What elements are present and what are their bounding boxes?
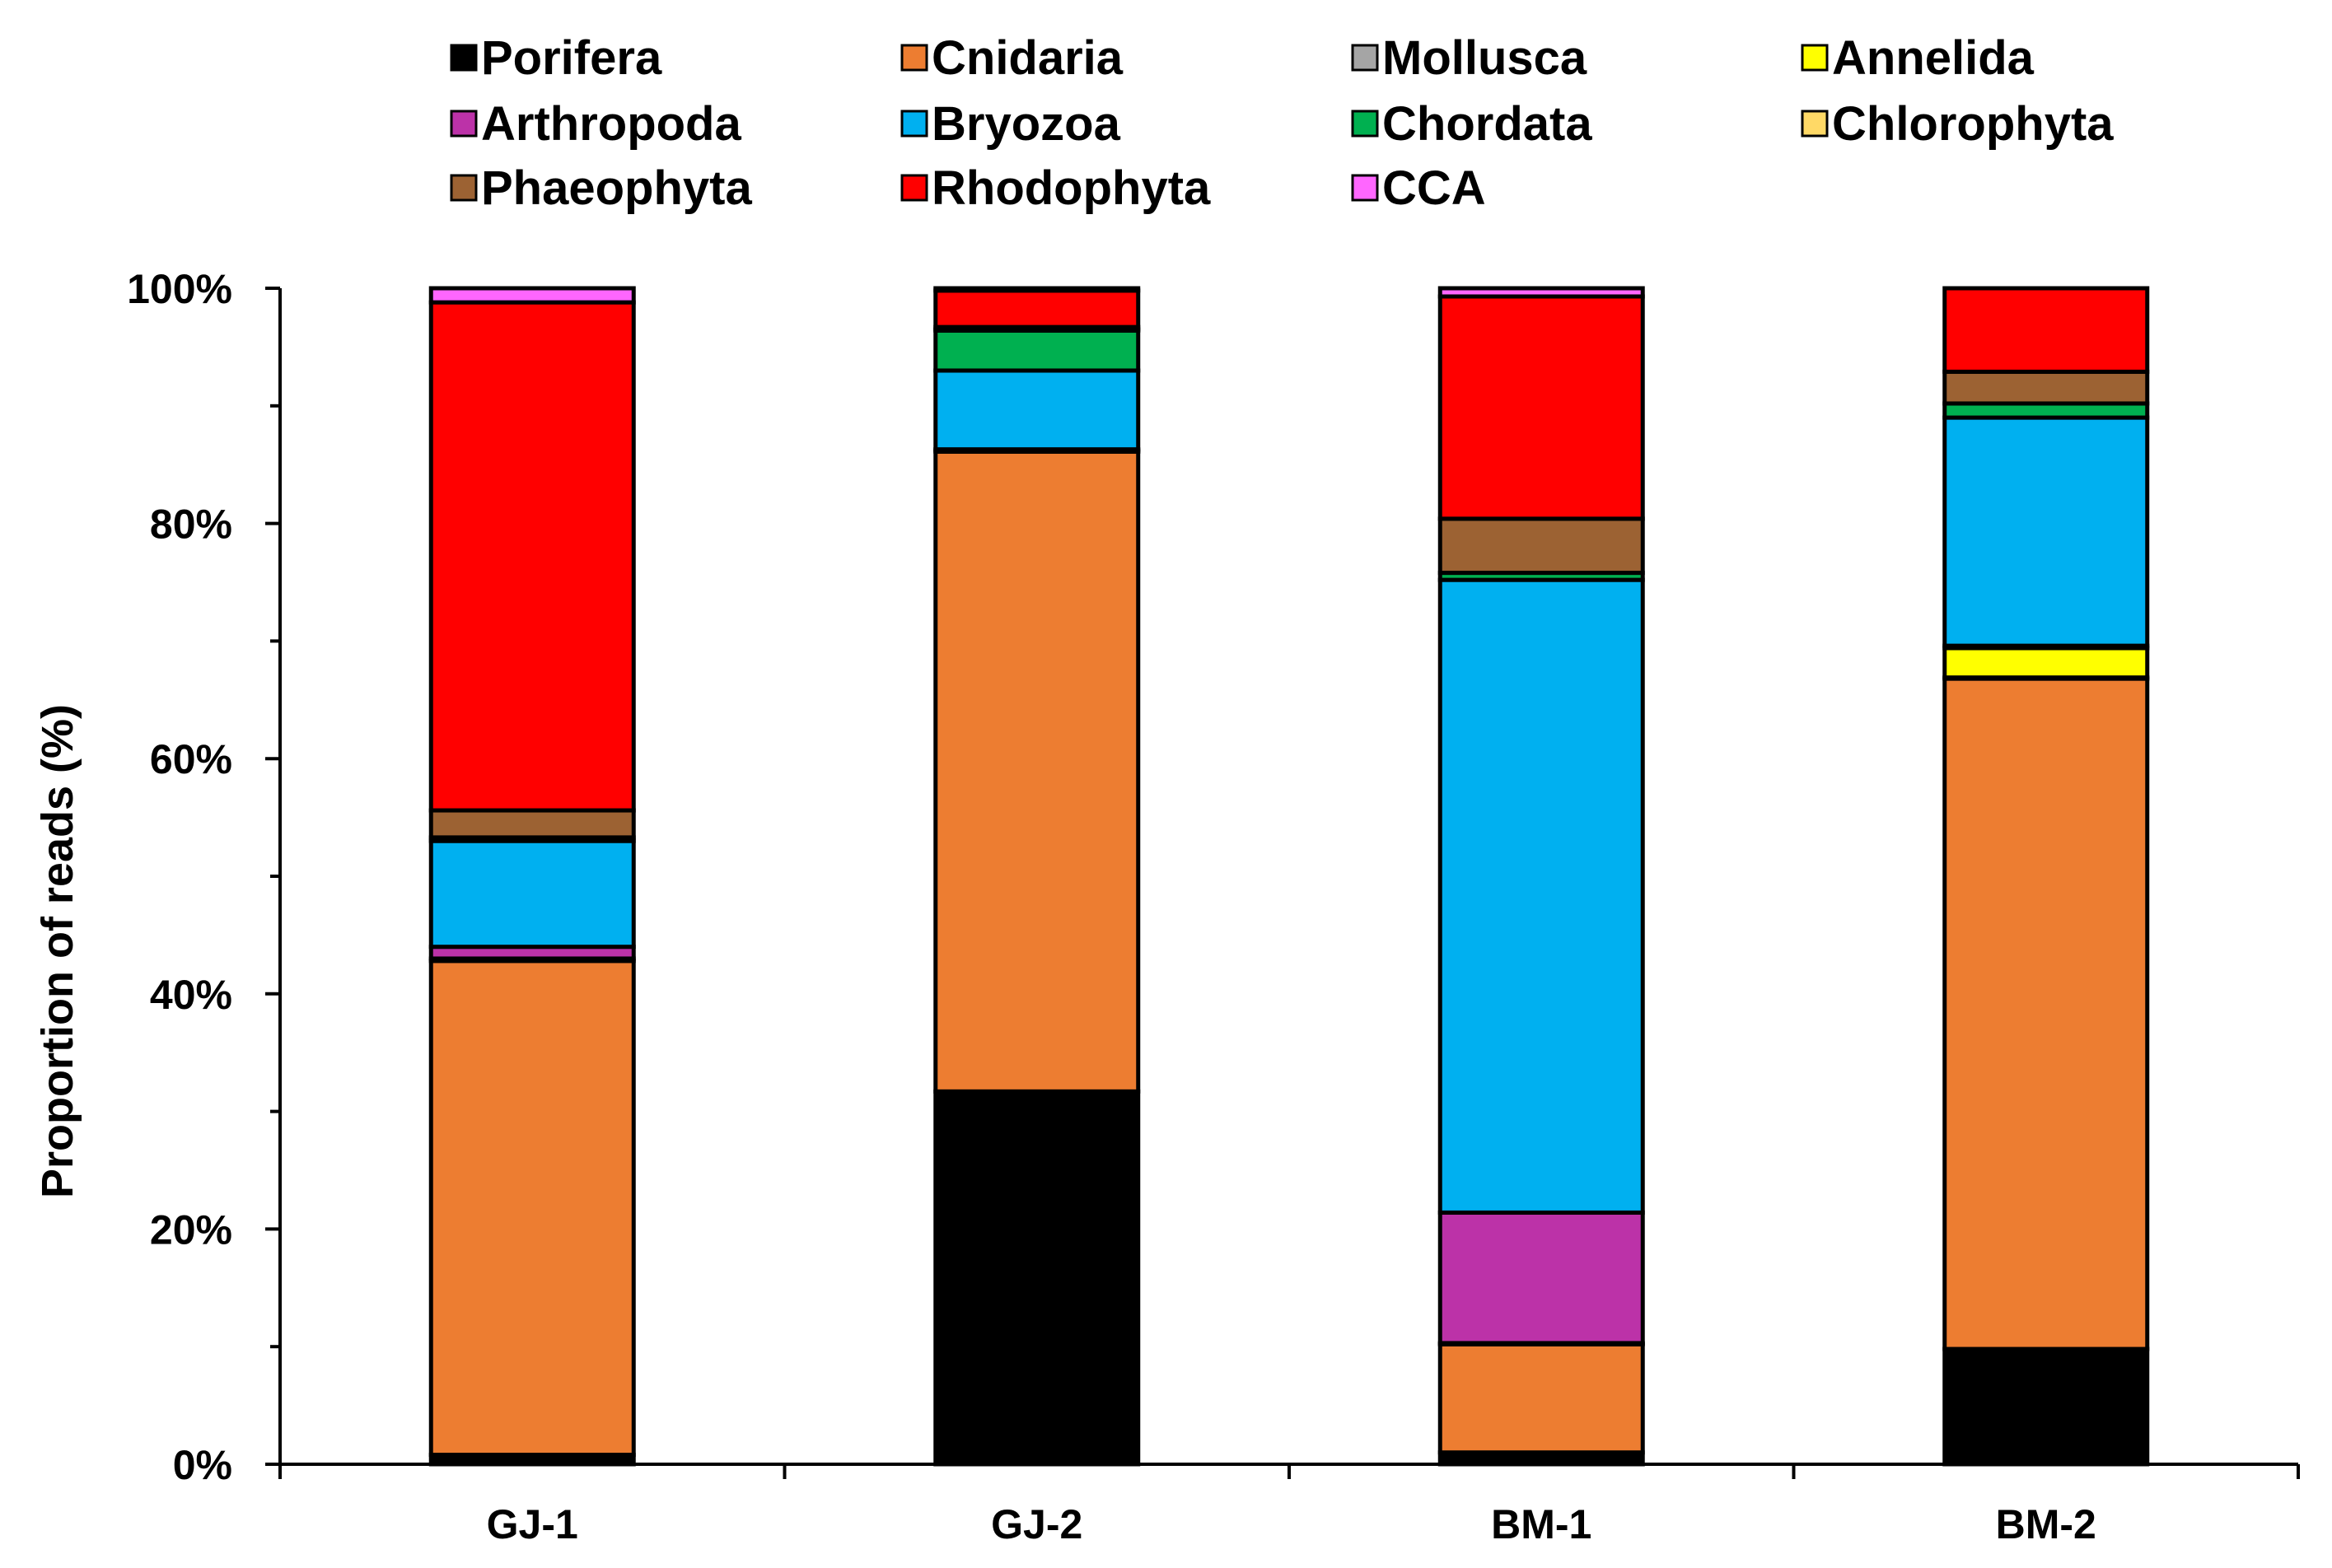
x-tick-label-gj-2: GJ-2 [991, 1501, 1082, 1547]
bar-bm-1-bryozoa [1437, 577, 1645, 1215]
y-tick-label: 60% [150, 736, 232, 782]
legend-label-arthropoda: Arthropoda [481, 97, 741, 151]
legend-swatch-annelida [1801, 44, 1829, 72]
bar-bm-1-phaeophyta [1437, 516, 1645, 576]
bar-gj-1-cca [428, 286, 636, 305]
y-tick-label: 20% [150, 1206, 232, 1253]
x-tick-label-bm-2: BM-2 [1996, 1501, 2096, 1547]
bar-bm-2-phaeophyta [1942, 369, 2150, 406]
legend-label-cca: CCA [1382, 161, 1486, 215]
x-tick-label-gj-1: GJ-1 [487, 1501, 578, 1547]
y-tick-label: 100% [127, 266, 232, 312]
bar-bm-1-cca [1437, 286, 1645, 299]
bar-gj-2-cca [933, 286, 1141, 293]
legend-item-arthropoda: Arthropoda [450, 97, 741, 151]
legend-swatch-chlorophyta [1801, 110, 1829, 138]
bar-gj-1-phaeophyta [428, 808, 636, 840]
bar-bm-2-rhodophyta [1942, 286, 2150, 374]
legend-swatch-porifera [450, 44, 478, 72]
bar-gj-1-rhodophyta [428, 300, 636, 813]
legend-item-mollusca: Mollusca [1351, 31, 1587, 85]
legend-swatch-arthropoda [450, 110, 478, 138]
legend-item-phaeophyta: Phaeophyta [450, 161, 752, 215]
legend-item-porifera: Porifera [450, 31, 662, 85]
legend-label-annelida: Annelida [1832, 31, 2035, 85]
legend-label-chlorophyta: Chlorophyta [1832, 97, 2114, 151]
bar-gj-1-cnidaria [428, 959, 636, 1458]
legend-label-phaeophyta: Phaeophyta [481, 161, 752, 215]
legend-label-rhodophyta: Rhodophyta [932, 161, 1211, 215]
y-tick-label: 80% [150, 502, 232, 548]
legend-item-annelida: Annelida [1801, 31, 2035, 85]
bar-bm-2-cnidaria [1942, 676, 2150, 1351]
legend-swatch-rhodophyta [900, 174, 928, 202]
legend-item-bryozoa: Bryozoa [900, 97, 1121, 151]
legend: Porifera Cnidaria Mollusca Annelida Arthropo… [450, 31, 2114, 215]
legend-swatch-chordata [1351, 110, 1379, 138]
bar-bm-2-porifera [1942, 1346, 2150, 1467]
plot-area: 0% 20% 40% 60% 80% 100% GJ-1 GJ-2 BM-1 BM-2 [127, 266, 2300, 1547]
y-axis-title: Proportion of reads (%) [33, 704, 82, 1198]
legend-item-rhodophyta: Rhodophyta [900, 161, 1211, 215]
legend-label-chordata: Chordata [1382, 97, 1592, 151]
bars [428, 286, 2150, 1467]
bar-bm-2-chordata [1942, 401, 2150, 420]
bar-bm-1-rhodophyta [1437, 294, 1645, 521]
legend-swatch-cca [1351, 174, 1379, 202]
bar-gj-2-rhodophyta [933, 288, 1141, 329]
legend-item-chlorophyta: Chlorophyta [1801, 97, 2114, 151]
y-tick-label: 40% [150, 972, 232, 1018]
legend-swatch-mollusca [1351, 44, 1379, 72]
bar-gj-2-cnidaria [933, 449, 1141, 1094]
legend-swatch-phaeophyta [450, 174, 478, 202]
bar-bm-1-arthropoda [1437, 1210, 1645, 1346]
x-tick-label-bm-1: BM-1 [1491, 1501, 1591, 1547]
legend-label-mollusca: Mollusca [1382, 31, 1587, 85]
bar-bm-1-cnidaria [1437, 1342, 1645, 1455]
bar-gj-2-chordata [933, 328, 1141, 373]
legend-swatch-cnidaria [900, 44, 928, 72]
y-tick-label: 0% [173, 1442, 232, 1488]
legend-item-cca: CCA [1351, 161, 1486, 215]
legend-label-bryozoa: Bryozoa [932, 97, 1121, 151]
bar-gj-1-bryozoa [428, 838, 636, 950]
legend-swatch-bryozoa [900, 110, 928, 138]
bar-gj-2-bryozoa [933, 368, 1141, 452]
bar-bm-2-bryozoa [1942, 415, 2150, 648]
bar-gj-2-porifera [933, 1089, 1141, 1467]
legend-label-cnidaria: Cnidaria [932, 31, 1124, 85]
bar-bm-2-annelida [1942, 646, 2150, 680]
legend-item-chordata: Chordata [1351, 97, 1592, 151]
legend-label-porifera: Porifera [481, 31, 662, 85]
axes: 0% 20% 40% 60% 80% 100% GJ-1 GJ-2 BM-1 BM-2 [127, 266, 2300, 1547]
legend-item-cnidaria: Cnidaria [900, 31, 1124, 85]
